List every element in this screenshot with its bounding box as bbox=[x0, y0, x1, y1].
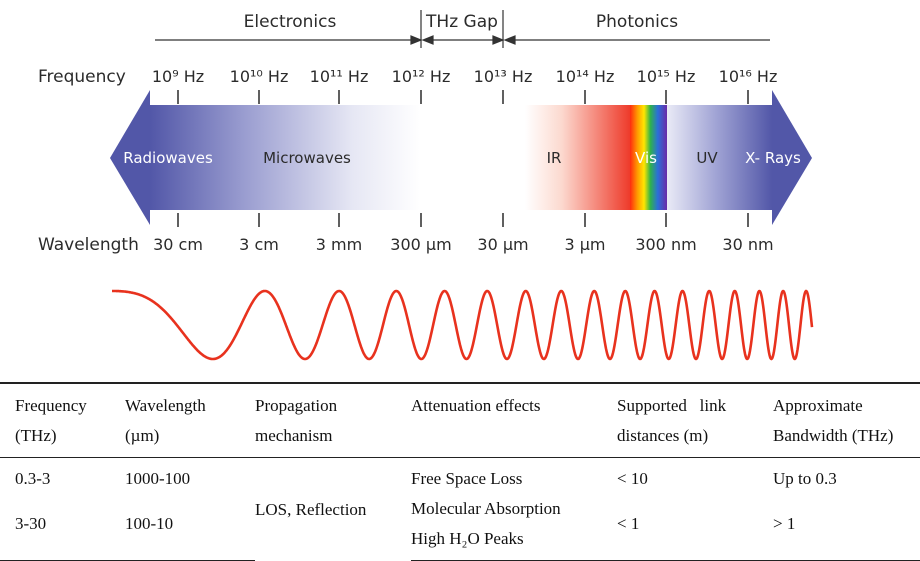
wavelength-tick: 30 nm bbox=[722, 235, 773, 254]
freq-tick: 10¹² Hz bbox=[392, 67, 451, 86]
header-wavelength: Wavelength (µm) bbox=[125, 382, 255, 458]
wavelength-tick: 300 nm bbox=[635, 235, 696, 254]
freq-tick: 10¹⁶ Hz bbox=[719, 67, 778, 86]
freq-tick: 10¹⁵ Hz bbox=[637, 67, 696, 86]
region-electronics: Electronics bbox=[244, 12, 337, 32]
frequency-row-label: Frequency bbox=[38, 67, 126, 87]
wavelength-tick: 3 µm bbox=[564, 235, 605, 254]
band-labels: Radiowaves Microwaves IR Vis UV X- Rays bbox=[123, 149, 801, 167]
wavelength-tick: 30 cm bbox=[153, 235, 203, 254]
cell-frequency: 0.3-3 bbox=[15, 469, 51, 488]
cell-wavelength: 100-10 bbox=[125, 494, 255, 561]
header-propagation: Propagation mechanism bbox=[255, 382, 411, 458]
header-attenuation: Attenuation effects bbox=[411, 382, 617, 458]
spectrum-diagram: Electronics THz Gap Photonics Frequency … bbox=[38, 10, 814, 361]
table-row: 0.3-3 1000-100 LOS, Reflection Free Spac… bbox=[0, 458, 920, 519]
band-x-rays: X- Rays bbox=[745, 149, 801, 167]
cell-propagation: LOS, Reflection bbox=[255, 499, 367, 519]
freq-tick: 10¹⁴ Hz bbox=[556, 67, 615, 86]
cell-attenuation: Free Space Loss bbox=[411, 469, 523, 488]
wavelength-row-label: Wavelength bbox=[38, 235, 139, 255]
properties-table-container: Frequency (THz) Wavelength (µm) Propagatio… bbox=[0, 382, 920, 561]
cell-wavelength: 1000-100 bbox=[125, 469, 191, 488]
properties-table: Frequency (THz) Wavelength (µm) Propagatio… bbox=[0, 382, 920, 561]
band-ir: IR bbox=[547, 149, 562, 167]
table-header-row: Frequency (THz) Wavelength (µm) Propagatio… bbox=[0, 382, 920, 458]
band-vis: Vis bbox=[635, 149, 657, 167]
freq-tick: 10¹⁰ Hz bbox=[230, 67, 289, 86]
cell-bandwidth: Up to 0.3 bbox=[773, 469, 837, 488]
freq-tick: 10¹³ Hz bbox=[474, 67, 533, 86]
cell-link-distance: < 10 bbox=[617, 469, 648, 488]
cell-link-distance: < 1 bbox=[617, 494, 773, 561]
band-radiowaves: Radiowaves bbox=[123, 149, 213, 167]
wavelength-tick: 3 mm bbox=[316, 235, 362, 254]
region-photonics: Photonics bbox=[596, 12, 678, 32]
region-thz-gap: THz Gap bbox=[425, 12, 498, 32]
freq-tick: 10¹¹ Hz bbox=[310, 67, 369, 86]
cell-bandwidth: > 1 bbox=[773, 494, 920, 561]
header-bandwidth: Approximate Bandwidth (THz) bbox=[773, 382, 920, 458]
visible-band bbox=[630, 105, 667, 210]
band-uv: UV bbox=[696, 149, 718, 167]
wavelength-tick: 3 cm bbox=[239, 235, 279, 254]
band-microwaves: Microwaves bbox=[263, 149, 351, 167]
tick-marks bbox=[177, 90, 749, 227]
wavelength-ticks: 30 cm 3 cm 3 mm 300 µm 30 µm 3 µm 300 nm… bbox=[153, 235, 774, 254]
spectrum-arrow bbox=[110, 90, 812, 225]
cell-attenuation: Molecular Absorption High H₂O Peaks bbox=[411, 494, 617, 561]
header-link-distance: Supported link distances (m) bbox=[617, 382, 773, 458]
frequency-ticks: 10⁹ Hz 10¹⁰ Hz 10¹¹ Hz 10¹² Hz 10¹³ Hz 1… bbox=[152, 67, 778, 86]
cell-frequency: 3-30 bbox=[0, 494, 125, 561]
freq-tick: 10⁹ Hz bbox=[152, 67, 204, 86]
region-brackets bbox=[155, 10, 770, 48]
chirped-wave bbox=[111, 289, 814, 361]
wavelength-tick: 30 µm bbox=[477, 235, 528, 254]
header-frequency: Frequency (THz) bbox=[0, 382, 125, 458]
table-row: 3-30 100-10 Molecular Absorption High H₂O… bbox=[0, 494, 920, 561]
wavelength-tick: 300 µm bbox=[390, 235, 451, 254]
